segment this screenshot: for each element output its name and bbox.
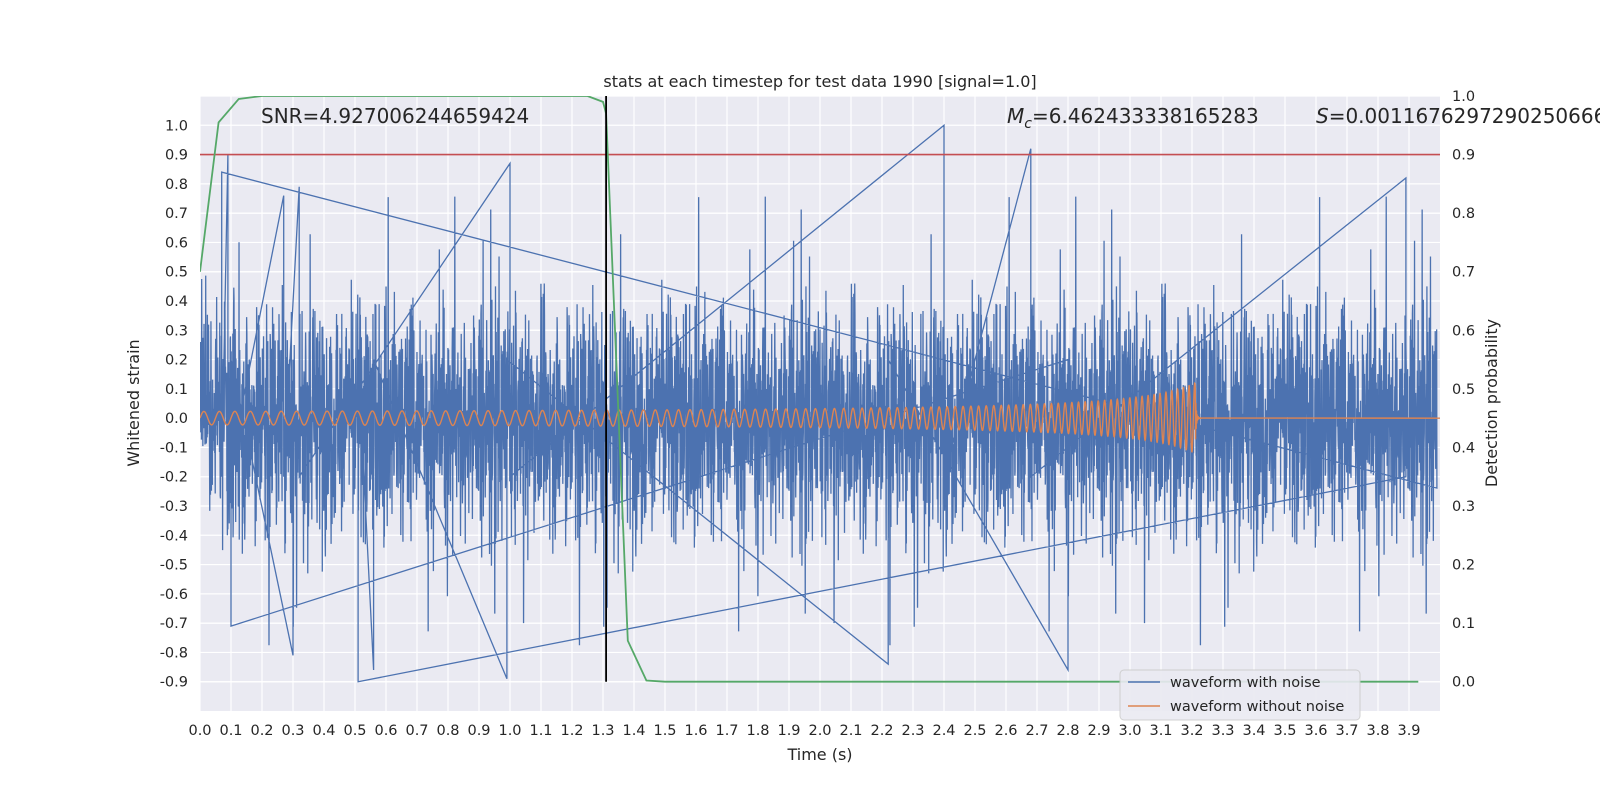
x-tick-label: 1.1 [529,723,552,739]
y-tick-label: -0.5 [160,558,188,574]
x-tick-label: 0.0 [188,723,211,739]
x-tick-label: 0.9 [467,723,490,739]
y2-axis-ticks: 1.0 0.9 0.8 0.7 0.6 0.5 0.4 0.3 0.2 0.1 0.0 [1452,89,1475,691]
x-tick-label: 2.4 [932,723,955,739]
x-axis-ticks: 0.0 0.1 0.2 0.3 0.4 0.5 0.6 0.7 0.8 0.9 1.0 1.1 1.2 1… [188,723,1420,739]
x-tick-label: 2.0 [808,723,831,739]
y-tick-label: -0.8 [160,645,188,661]
y-tick-label: 0.8 [165,177,188,193]
x-tick-label: 2.8 [1056,723,1079,739]
x-tick-label: 2.2 [870,723,893,739]
y-tick-label: -0.2 [160,470,188,486]
y-tick-label: 0.7 [165,206,188,222]
y-tick-label: -0.3 [160,499,188,515]
series-noise-line [200,123,1438,683]
x-tick-label: 0.4 [312,723,335,739]
mc-symbol: M [1007,104,1024,128]
y2-tick-label: 0.1 [1452,616,1475,632]
x-tick-label: 3.5 [1273,723,1296,739]
y-tick-label: 0.5 [165,265,188,281]
x-tick-label: 3.9 [1397,723,1420,739]
x-tick-label: 1.3 [591,723,614,739]
mc-annotation: Mc=6.462433338165283 [1007,104,1259,132]
y-axis-label: Whitened strain [124,339,143,466]
x-tick-label: 2.9 [1087,723,1110,739]
series-clean-line [200,381,1440,453]
x-tick-label: 3.3 [1211,723,1234,739]
y-tick-label: -0.1 [160,440,188,456]
x-tick-label: 1.5 [653,723,676,739]
y2-tick-label: 0.9 [1452,148,1475,164]
y2-tick-label: 1.0 [1452,89,1475,105]
y2-tick-label: 0.0 [1452,675,1475,691]
x-tick-label: 3.0 [1118,723,1141,739]
y-tick-label: -0.4 [160,528,188,544]
x-tick-label: 1.8 [746,723,769,739]
mc-value: =6.462433338165283 [1032,104,1259,128]
y-tick-label: 0.4 [165,294,188,310]
x-tick-label: 0.6 [374,723,397,739]
x-tick-label: 1.4 [622,723,645,739]
x-tick-label: 3.1 [1149,723,1172,739]
x-tick-label: 2.3 [901,723,924,739]
y-tick-label: -0.9 [160,675,188,691]
y2-tick-label: 0.4 [1452,440,1475,456]
x-tick-label: 2.6 [994,723,1017,739]
series-detection-probability [200,96,1419,683]
x-tick-label: 1.6 [684,723,707,739]
y2-tick-label: 0.8 [1452,206,1475,222]
y2-tick-label: 0.6 [1452,323,1475,339]
x-tick-label: 0.7 [405,723,428,739]
y-tick-label: -0.7 [160,616,188,632]
y2-tick-label: 0.5 [1452,382,1475,398]
x-tick-label: 1.2 [560,723,583,739]
y-tick-label: 0.6 [165,235,188,251]
legend-label-clean: waveform without noise [1170,699,1344,715]
snr-annotation: SNR=4.927006244659424 [261,104,529,128]
x-tick-label: 3.8 [1366,723,1389,739]
y-tick-label: 0.9 [165,148,188,164]
x-tick-label: 0.3 [281,723,304,739]
x-tick-label: 1.7 [715,723,738,739]
x-tick-label: 3.4 [1242,723,1265,739]
s-annotation: S=0.0011676297290250666 [1316,104,1600,128]
x-tick-label: 0.1 [219,723,242,739]
x-tick-label: 1.0 [498,723,521,739]
x-tick-label: 3.7 [1335,723,1358,739]
y-tick-label: -0.6 [160,587,188,603]
x-tick-label: 2.1 [839,723,862,739]
y2-axis-label: Detection probability [1482,319,1501,487]
y2-tick-label: 0.2 [1452,558,1475,574]
legend-box [1119,669,1361,721]
s-value: =0.0011676297290250666 [1329,104,1600,128]
y2-tick-label: 0.7 [1452,265,1475,281]
x-tick-label: 2.7 [1025,723,1048,739]
y-axis-ticks: 1.0 0.9 0.8 0.7 0.6 0.5 0.4 0.3 0.2 0.1 0.0 -0.1 -0.… [160,118,188,690]
y-tick-label: 0.0 [165,411,188,427]
x-tick-label: 0.8 [436,723,459,739]
series-layer [200,96,1440,683]
x-tick-label: 1.9 [777,723,800,739]
y-tick-label: 0.1 [165,382,188,398]
mc-subscript: c [1024,116,1032,132]
x-tick-label: 0.2 [250,723,273,739]
y-tick-label: 0.2 [165,353,188,369]
x-tick-label: 0.5 [343,723,366,739]
chart-title: stats at each timestep for test data 199… [603,72,1036,91]
x-tick-label: 3.6 [1304,723,1327,739]
legend: waveform with noise waveform without noi… [1119,669,1361,721]
s-symbol: S [1316,104,1329,128]
legend-label-noise: waveform with noise [1170,675,1321,691]
x-tick-label: 2.5 [963,723,986,739]
y-tick-label: 1.0 [165,118,188,134]
x-tick-label: 3.2 [1180,723,1203,739]
y-tick-label: 0.3 [165,323,188,339]
y2-tick-label: 0.3 [1452,499,1475,515]
x-axis-label: Time (s) [786,745,852,764]
